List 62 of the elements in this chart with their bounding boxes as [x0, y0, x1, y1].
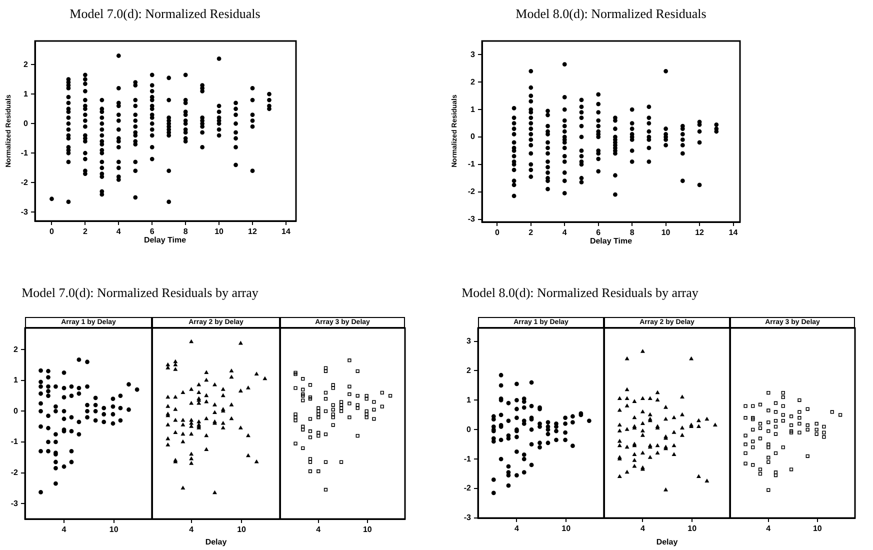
y-tick-label: 2: [466, 366, 472, 375]
x-tick-label: 10: [362, 525, 372, 534]
x-tick-label: 10: [109, 525, 119, 534]
x-tick-label: 12: [695, 228, 705, 238]
x-tick-label: 10: [214, 227, 224, 236]
x-tick-label: 4: [189, 525, 194, 534]
y-tick-label: 3: [466, 336, 472, 346]
x-tick-label: 4: [316, 525, 322, 534]
y-tick-label: -1: [20, 148, 29, 158]
chart-title: Model 7.0(d): Normalized Residuals: [70, 6, 260, 22]
y-tick-label: -3: [20, 207, 29, 216]
x-tick-label: 2: [528, 228, 534, 238]
y-tick-label: -2: [10, 468, 19, 477]
y-tick-label: 1: [24, 89, 29, 98]
y-tick-label: 1: [14, 376, 19, 385]
x-tick-label: 10: [812, 524, 822, 534]
y-tick-label: 0: [470, 132, 476, 142]
x-axis-title: Delay Time: [144, 236, 186, 244]
x-tick-label: 12: [248, 227, 258, 236]
y-tick-label: -2: [468, 187, 476, 196]
y-tick-label: -3: [468, 214, 476, 224]
x-tick-label: 4: [116, 227, 122, 236]
x-axis-title: Delay: [205, 538, 227, 546]
x-axis-title: Delay: [656, 538, 678, 546]
y-tick-label: -2: [464, 484, 472, 493]
x-tick-label: 6: [596, 228, 602, 238]
y-tick-label: -1: [464, 454, 472, 464]
x-tick-label: 2: [82, 227, 88, 236]
x-tick-label: 4: [562, 228, 568, 238]
x-tick-label: 10: [562, 524, 572, 534]
x-tick-label: 10: [661, 228, 671, 238]
x-tick-label: 10: [688, 524, 698, 534]
x-tick-label: 4: [640, 524, 646, 534]
y-tick-label: -3: [10, 498, 19, 508]
y-tick-label: 1: [466, 395, 472, 404]
x-tick-label: 0: [50, 227, 55, 236]
x-tick-label: 4: [62, 525, 67, 534]
x-tick-label: 8: [183, 227, 188, 236]
y-tick-label: -1: [468, 160, 476, 169]
y-tick-label: 2: [470, 77, 476, 86]
y-tick-label: 2: [14, 344, 19, 354]
chart-title: Model 8.0(d): Normalized Residuals: [516, 6, 706, 22]
x-tick-label: 14: [728, 228, 738, 238]
x-axis-title: Delay Time: [590, 236, 632, 246]
chart-title: Model 8.0(d): Normalized Residuals by array: [462, 285, 698, 301]
x-tick-label: 10: [237, 525, 247, 534]
chart-title: Model 7.0(d): Normalized Residuals by array: [22, 285, 258, 301]
y-tick-label: -1: [10, 437, 19, 446]
y-tick-label: -3: [464, 513, 472, 522]
y-tick-label: 1: [470, 104, 476, 114]
y-tick-label: 3: [470, 50, 476, 59]
y-tick-label: 0: [14, 406, 19, 416]
x-tick-label: 8: [630, 228, 635, 238]
x-tick-label: 14: [282, 227, 291, 236]
y-tick-label: -2: [20, 178, 29, 187]
y-tick-label: 0: [24, 118, 29, 128]
x-tick-label: 4: [514, 524, 520, 534]
x-tick-label: 4: [766, 524, 772, 534]
x-tick-label: 6: [150, 227, 155, 236]
y-tick-label: 2: [24, 60, 29, 69]
y-tick-label: 0: [466, 424, 472, 434]
x-tick-label: 0: [494, 228, 500, 238]
